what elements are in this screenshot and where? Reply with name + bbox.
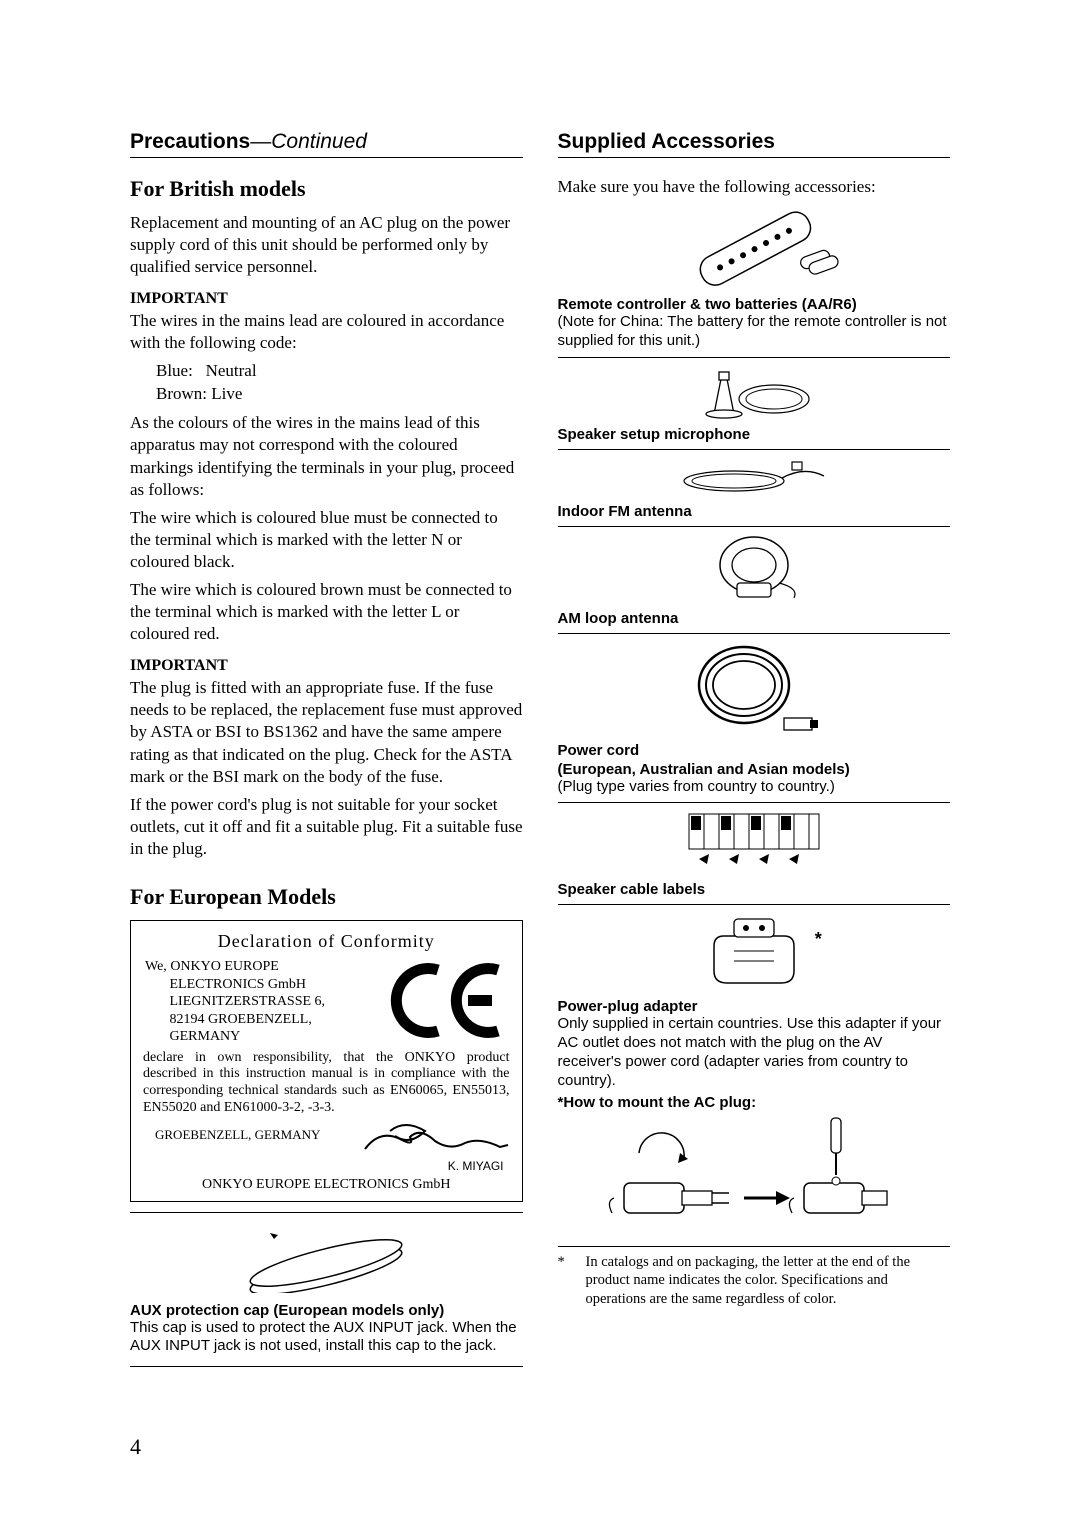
right-column: Supplied Accessories Make sure you have … <box>558 130 951 1371</box>
decl-addr-l3: LIEGNITZERSTRASSE 6, <box>170 994 326 1009</box>
accessory-remote: Remote controller & two batteries (AA/R6… <box>558 204 951 358</box>
acc4-bold: AM loop antenna <box>558 610 951 627</box>
fm-antenna-icon <box>674 456 834 496</box>
rule <box>130 1212 523 1213</box>
acc6-bold: Speaker cable labels <box>558 881 951 898</box>
code-brown: Brown: Live <box>156 383 523 406</box>
accessory-power-cord: Power cord (European, Australian and Asi… <box>558 640 951 804</box>
declaration-paragraph: declare in own responsibility, that the … <box>143 1050 510 1117</box>
acc7-text: Only supplied in certain countries. Use … <box>558 1015 951 1090</box>
acc3-bold: Indoor FM antenna <box>558 503 951 520</box>
british-para2: As the colours of the wires in the mains… <box>130 412 523 500</box>
accessory-mic: Speaker setup microphone <box>558 364 951 450</box>
am-loop-icon <box>699 533 809 603</box>
power-cord-icon <box>684 640 824 735</box>
star-icon: * <box>815 929 822 950</box>
precautions-header: Precautions—Continued <box>130 130 523 158</box>
declaration-address: We, ONKYO EUROPE ELECTRONICS GmbH LIEGNI… <box>143 958 380 1046</box>
european-title: For European Models <box>130 884 523 910</box>
aux-cap-illustration <box>130 1223 523 1298</box>
important-text-1: The wires in the mains lead are coloured… <box>130 310 523 354</box>
aux-cap-text: This cap is used to protect the AUX INPU… <box>130 1319 523 1357</box>
decl-addr-l4: 82194 GROEBENZELL, <box>170 1012 312 1027</box>
page-number: 4 <box>130 1434 141 1460</box>
declaration-title: Declaration of Conformity <box>143 931 510 952</box>
british-para1: Replacement and mounting of an AC plug o… <box>130 212 523 278</box>
supplied-intro: Make sure you have the following accesso… <box>558 176 951 198</box>
plug-adapter-icon <box>699 911 809 991</box>
footnote-star: * <box>558 1253 570 1307</box>
acc5-text: (Plug type varies from country to countr… <box>558 778 951 797</box>
header-dash: — <box>250 130 271 153</box>
microphone-icon <box>689 364 819 419</box>
wire-code: Blue: Neutral Brown: Live <box>156 360 523 406</box>
header-continued: Continued <box>271 130 367 153</box>
acc1-text: (Note for China: The battery for the rem… <box>558 313 951 351</box>
acc2-bold: Speaker setup microphone <box>558 426 951 443</box>
code-blue: Blue: Neutral <box>156 360 523 383</box>
supplied-header: Supplied Accessories <box>558 130 951 158</box>
british-title: For British models <box>130 176 523 202</box>
important-label-1: IMPORTANT <box>130 290 523 308</box>
acc7-bold: Power-plug adapter <box>558 998 951 1015</box>
acc5-bold2: (European, Australian and Asian models) <box>558 761 951 778</box>
declaration-footer: ONKYO EUROPE ELECTRONICS GmbH <box>143 1177 510 1193</box>
remote-icon <box>669 204 839 289</box>
accessory-fm-antenna: Indoor FM antenna <box>558 456 951 527</box>
mount-plug-icon <box>604 1113 904 1233</box>
british-para3: The wire which is coloured blue must be … <box>130 507 523 573</box>
ce-mark-icon <box>390 958 510 1043</box>
important-label-2: IMPORTANT <box>130 657 523 675</box>
british-para4: The wire which is coloured brown must be… <box>130 579 523 645</box>
decl-addr-l5: GERMANY <box>170 1029 241 1044</box>
decl-we: We, <box>145 959 167 974</box>
acc1-bold: Remote controller & two batteries (AA/R6… <box>558 296 951 313</box>
aux-cap-bold: AUX protection cap (European models only… <box>130 1302 523 1319</box>
footnote-text: In catalogs and on packaging, the letter… <box>586 1253 951 1307</box>
footnote: * In catalogs and on packaging, the lett… <box>558 1253 951 1307</box>
accessory-am-loop: AM loop antenna <box>558 533 951 634</box>
declaration-name: K. MIYAGI <box>143 1159 504 1173</box>
acc7-howto: *How to mount the AC plug: <box>558 1094 951 1111</box>
header-main: Precautions <box>130 130 250 153</box>
signature-icon <box>360 1121 510 1161</box>
acc5-bold: Power cord <box>558 742 951 759</box>
decl-addr-l1: ONKYO EUROPE <box>170 959 279 974</box>
important-text-2: The plug is fitted with an appropriate f… <box>130 677 523 787</box>
british-para5: If the power cord's plug is not suitable… <box>130 794 523 860</box>
speaker-labels-icon <box>679 809 829 874</box>
accessory-plug-adapter: * Power-plug adapter Only supplied in ce… <box>558 911 951 1247</box>
declaration-box: Declaration of Conformity We, ONKYO EURO… <box>130 920 523 1202</box>
accessory-speaker-labels: Speaker cable labels <box>558 809 951 905</box>
rule <box>130 1366 523 1367</box>
left-column: Precautions—Continued For British models… <box>130 130 523 1371</box>
decl-addr-l2: ELECTRONICS GmbH <box>170 977 307 992</box>
